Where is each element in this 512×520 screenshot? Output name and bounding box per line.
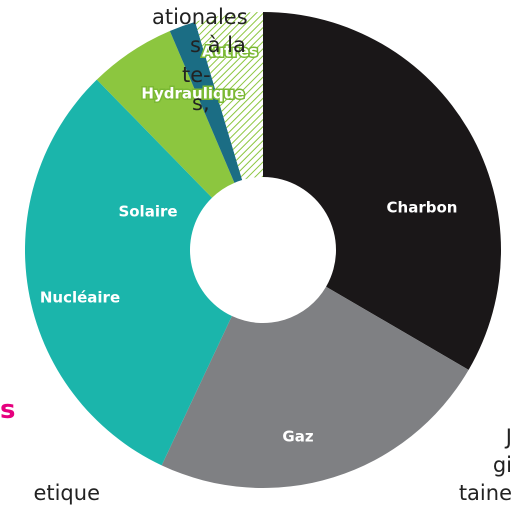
donut-slice xyxy=(24,79,232,466)
donut-slice xyxy=(263,12,502,370)
background-text: s, xyxy=(192,91,210,115)
donut-slice xyxy=(169,21,243,183)
donut-slice xyxy=(195,12,263,181)
slice-label: Solaire xyxy=(118,203,177,221)
donut-slice xyxy=(96,30,235,198)
slice-label: Hydraulique xyxy=(141,85,244,103)
background-text: ationales xyxy=(152,5,248,29)
background-text: s à la xyxy=(190,33,246,57)
donut-slice xyxy=(161,286,469,489)
background-text: J xyxy=(504,425,512,449)
slice-label: Charbon xyxy=(387,199,458,217)
slice-label: Autres xyxy=(202,43,258,61)
background-text: etique xyxy=(33,481,100,505)
slice-label: Nucléaire xyxy=(40,289,120,307)
background-text: te- xyxy=(182,63,211,87)
background-text: taine xyxy=(459,481,512,505)
background-text: s xyxy=(0,395,15,425)
slice-label: Gaz xyxy=(282,428,313,446)
background-text: gi xyxy=(493,453,512,477)
